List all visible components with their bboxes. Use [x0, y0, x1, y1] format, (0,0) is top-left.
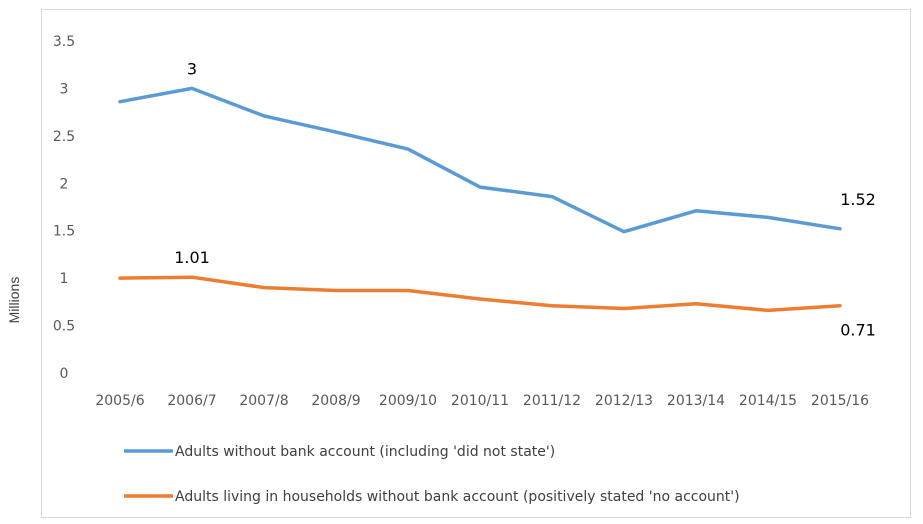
- legend: Adults without bank account (including '…: [124, 444, 740, 505]
- x-tick-label: 2009/10: [379, 393, 437, 409]
- x-tick-label: 2012/13: [595, 393, 653, 409]
- x-tick-label: 2005/6: [95, 393, 144, 409]
- legend-entry-1: Adults without bank account (including '…: [175, 444, 555, 460]
- y-tick-label: 0: [60, 366, 69, 382]
- y-tick-label: 3.5: [53, 34, 75, 50]
- y-tick-label: 0.5: [53, 319, 75, 335]
- y-tick-label: 1: [60, 271, 69, 287]
- y-tick-label: 1.5: [53, 224, 75, 240]
- x-tick-label: 2008/9: [311, 393, 360, 409]
- x-tick-label: 2007/8: [239, 393, 288, 409]
- data-label: 0.71: [840, 321, 876, 340]
- x-tick-label: 2014/15: [739, 393, 797, 409]
- x-tick-label: 2011/12: [523, 393, 581, 409]
- y-tick-label: 3: [60, 81, 69, 97]
- series-lines: [118, 86, 842, 313]
- chart-frame: [41, 9, 911, 518]
- x-tick-label: 2013/14: [667, 393, 725, 409]
- data-label: 3: [187, 59, 197, 78]
- series-line-1: [118, 86, 842, 234]
- y-axis-ticks: 0 0.5 1 1.5 2 2.5 3 3.5: [53, 34, 75, 382]
- x-tick-label: 2015/16: [811, 393, 869, 409]
- legend-entry-2: Adults living in households without bank…: [175, 489, 740, 505]
- data-label: 1.52: [840, 190, 876, 209]
- x-tick-label: 2010/11: [451, 393, 509, 409]
- series-line-2: [118, 275, 842, 313]
- y-tick-label: 2: [60, 176, 69, 192]
- data-label: 1.01: [174, 248, 210, 267]
- x-axis-ticks: 2005/6 2006/7 2007/8 2008/9 2009/10 2010/11 20…: [95, 393, 869, 409]
- data-labels: 3 1.52 1.01 0.71: [174, 59, 876, 339]
- y-tick-label: 2.5: [53, 129, 75, 145]
- x-tick-label: 2006/7: [167, 393, 216, 409]
- y-axis-label: Millions: [6, 277, 22, 324]
